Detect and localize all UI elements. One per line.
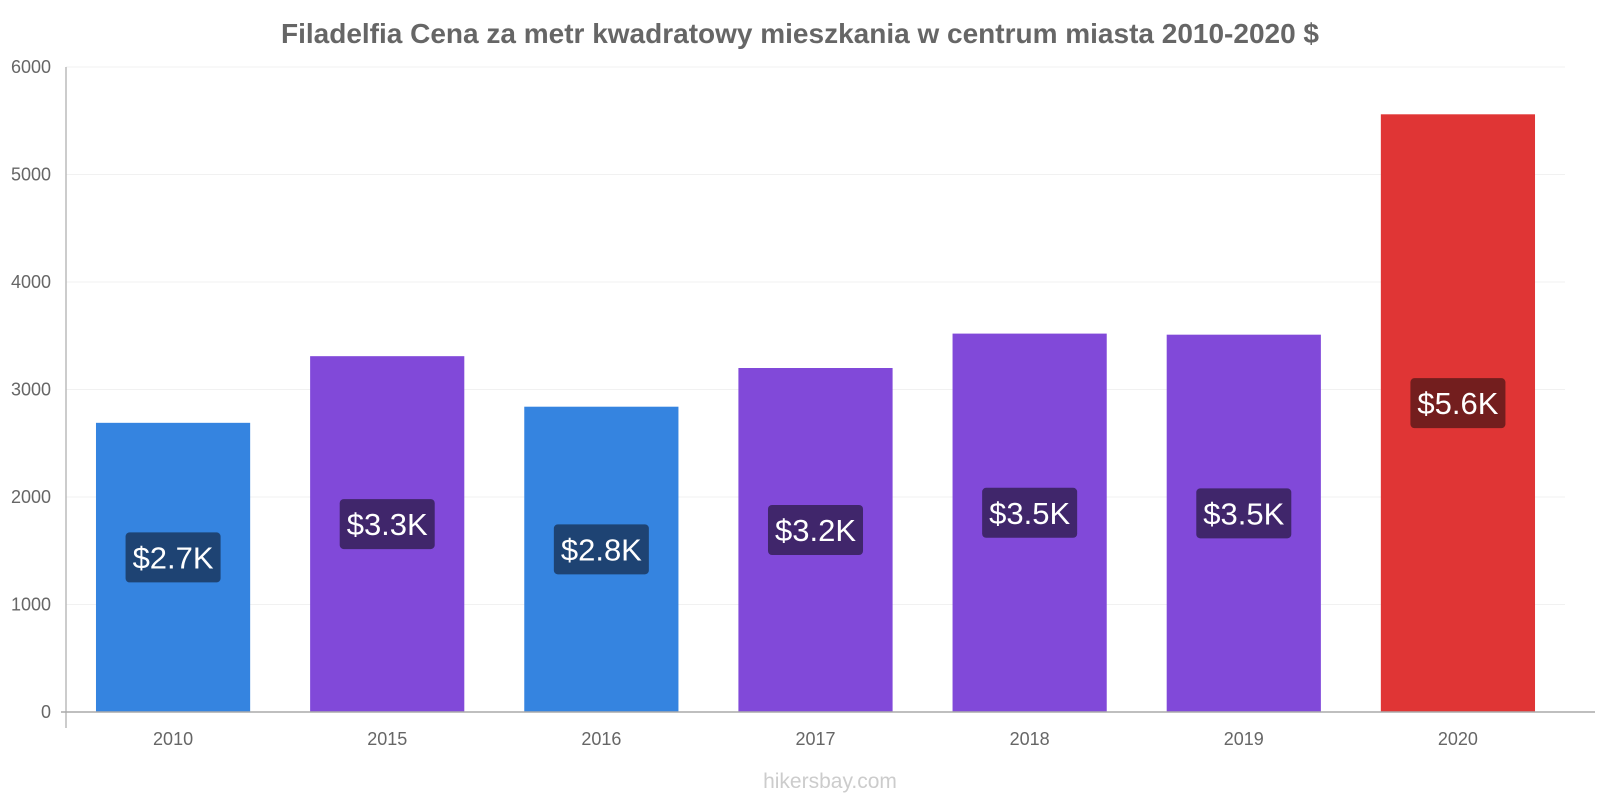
- data-label-2016: $2.8K: [553, 524, 649, 575]
- axes: 0 1000 2000 3000 4000 5000 6000 2010 2015 2016 201…: [11, 57, 1595, 749]
- data-labels: $2.7K $3.3K $2.8K $3.2K $3.5K $3.5K $5.6K: [125, 378, 1506, 583]
- data-label-text: $3.5K: [1203, 496, 1284, 531]
- data-label-2020: $5.6K: [1410, 378, 1506, 429]
- y-tick-label: 5000: [11, 165, 51, 185]
- data-label-2018: $3.5K: [982, 487, 1078, 538]
- y-tick-label: 6000: [11, 57, 51, 77]
- y-tick-label: 0: [41, 702, 51, 722]
- y-tick-label: 1000: [11, 595, 51, 615]
- data-label-text: $5.6K: [1417, 386, 1498, 421]
- data-label-box: [339, 499, 435, 550]
- bars: [95, 114, 1536, 713]
- x-tick-label: 2019: [1224, 729, 1264, 749]
- data-label-box: [982, 487, 1078, 538]
- data-label-2017: $3.2K: [767, 505, 864, 555]
- x-tick-label: 2018: [1010, 729, 1050, 749]
- data-label-text: $2.7K: [133, 540, 214, 575]
- data-label-box: [553, 524, 649, 575]
- x-tick-label: 2015: [367, 729, 407, 749]
- data-label-text: $3.3K: [347, 507, 428, 542]
- x-tick-label: 2010: [153, 729, 193, 749]
- chart-title: Filadelfia Cena za metr kwadratowy miesz…: [281, 18, 1319, 49]
- data-label-box: [767, 505, 864, 555]
- data-label-box: [125, 532, 221, 583]
- data-label-box: [1410, 378, 1506, 429]
- data-label-2019: $3.5K: [1196, 488, 1292, 539]
- data-label-text: $3.2K: [775, 513, 856, 548]
- y-tick-label: 3000: [11, 380, 51, 400]
- data-label-text: $2.8K: [561, 532, 642, 567]
- x-tick-label: 2016: [581, 729, 621, 749]
- data-label-box: [1196, 488, 1292, 539]
- watermark: hikersbay.com: [763, 770, 897, 793]
- y-tick-label: 2000: [11, 487, 51, 507]
- x-tick-label: 2017: [795, 729, 835, 749]
- y-tick-label: 4000: [11, 272, 51, 292]
- data-label-2010: $2.7K: [125, 532, 221, 583]
- x-tick-label: 2020: [1438, 729, 1478, 749]
- data-label-text: $3.5K: [989, 496, 1070, 531]
- data-label-2015: $3.3K: [339, 499, 435, 550]
